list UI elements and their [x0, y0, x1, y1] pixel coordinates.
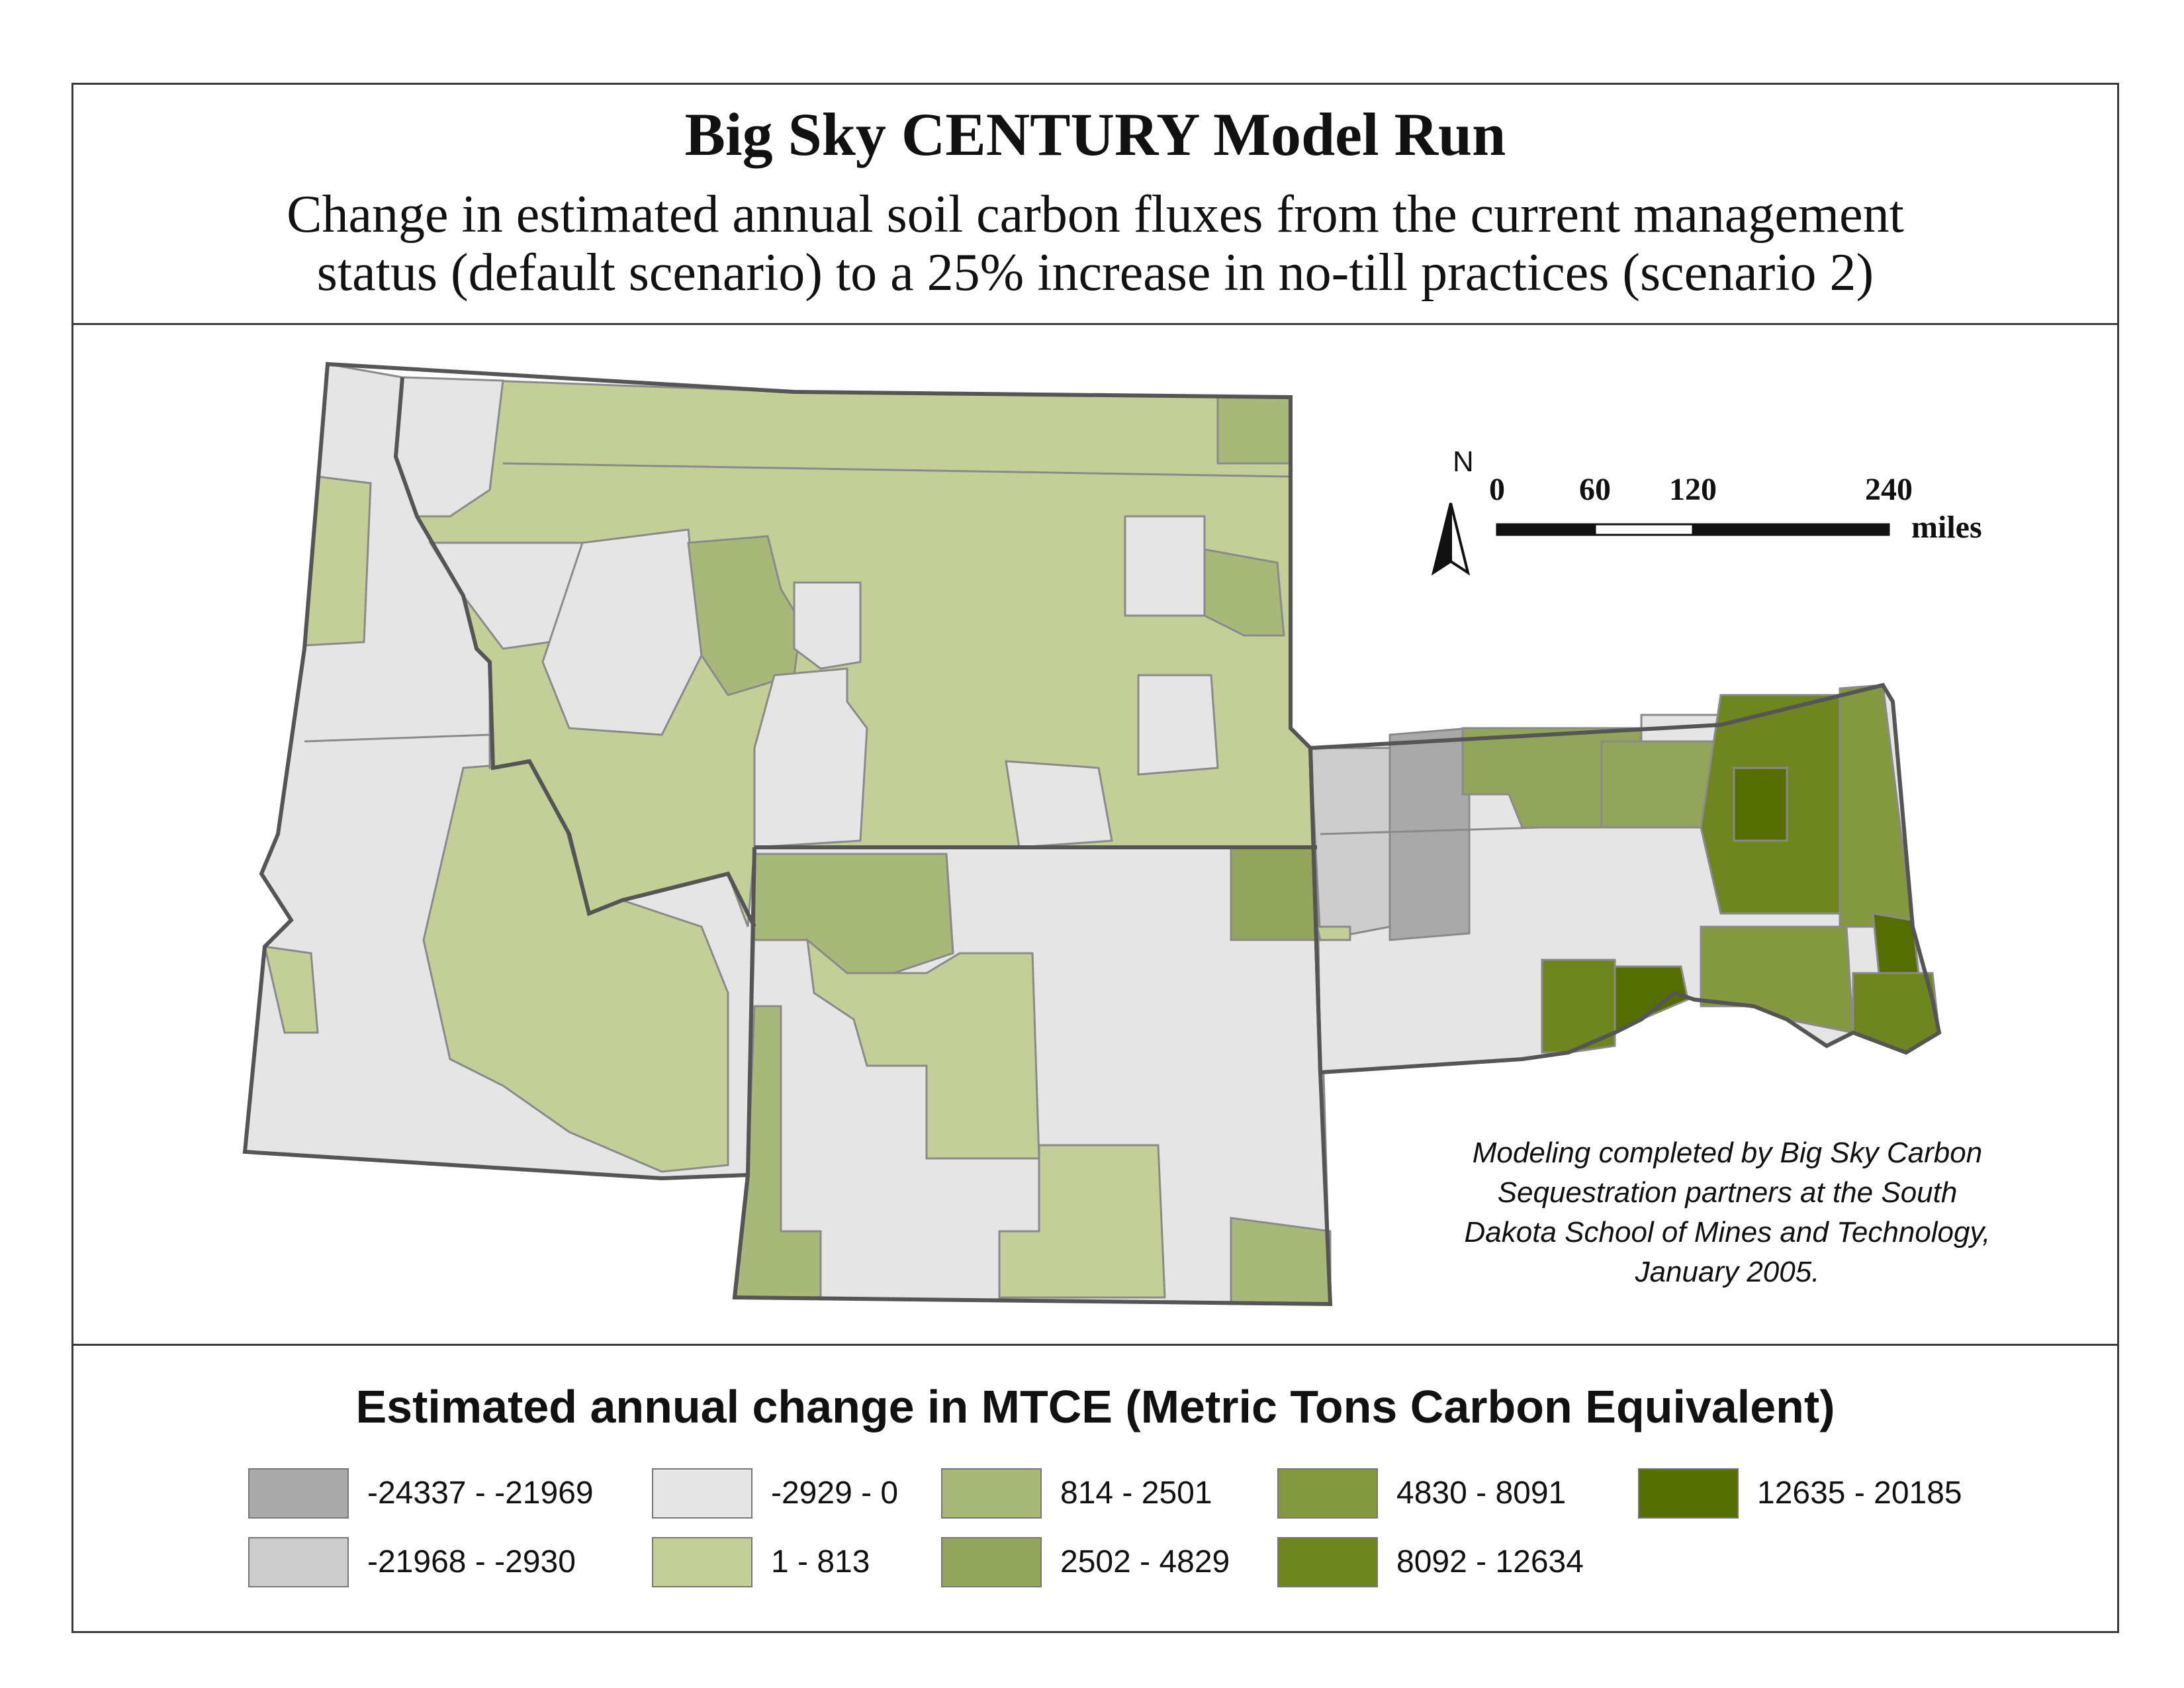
legend-swatch-3 — [652, 1468, 752, 1519]
scale-unit: miles — [1911, 510, 1982, 545]
north-arrow-right-half — [1431, 502, 1452, 576]
map-subtitle-line-2: status (default scenario) to a 25% incre… — [316, 244, 1874, 302]
state-south-dakota — [1309, 684, 1940, 1074]
state-montana — [394, 376, 1318, 927]
credit-line-2: Sequestration partners at the South — [1497, 1176, 1958, 1209]
legend-label-6: 2502 - 4829 — [1060, 1544, 1230, 1579]
legend-swatch-6 — [941, 1537, 1042, 1587]
legend-title: Estimated annual change in MTCE (Metric … — [355, 1381, 1835, 1432]
credit-line-1: Modeling completed by Big Sky Carbon — [1472, 1137, 1983, 1169]
map-subtitle-line-1: Change in estimated annual soil carbon f… — [287, 185, 1904, 244]
legend-label-5: 814 - 2501 — [1060, 1476, 1212, 1511]
legend-label-9: 12635 - 20185 — [1757, 1476, 1962, 1511]
legend-label-4: 1 - 813 — [771, 1544, 870, 1579]
legend-label-1: -24337 - -21969 — [367, 1476, 594, 1511]
legend-divider — [71, 1344, 2119, 1346]
scale-tick-240: 240 — [1865, 472, 1913, 507]
map-title: Big Sky CENTURY Model Run — [684, 101, 1506, 168]
scale-tick-0: 0 — [1489, 472, 1505, 507]
scale-bar: 0 60 120 240 miles — [1489, 472, 1982, 545]
north-label: N — [1453, 445, 1474, 478]
scale-tick-120: 120 — [1669, 472, 1717, 507]
north-arrow-left-half — [1449, 502, 1471, 576]
state-boundaries — [242, 361, 1942, 1307]
header-divider — [71, 323, 2119, 325]
scale-bar-segment-3 — [1692, 523, 1890, 536]
legend-swatch-5 — [941, 1468, 1042, 1519]
credit-line-3: Dakota School of Mines and Technology, — [1464, 1216, 1991, 1248]
legend-swatch-8 — [1277, 1537, 1378, 1587]
map-frame — [71, 83, 2119, 1633]
legend-swatch-9 — [1638, 1468, 1739, 1519]
legend-label-7: 4830 - 8091 — [1396, 1476, 1567, 1511]
legend-label-3: -2929 - 0 — [771, 1476, 899, 1511]
scale-bar-segment-2 — [1594, 523, 1694, 536]
legend-label-8: 8092 - 12634 — [1396, 1544, 1584, 1579]
state-wyoming — [733, 846, 1332, 1305]
legend-label-2: -21968 - -2930 — [367, 1544, 576, 1579]
scale-bar-segment-1 — [1496, 523, 1596, 536]
legend-swatch-7 — [1277, 1468, 1378, 1519]
legend-swatch-1 — [248, 1468, 349, 1519]
legend-swatch-2 — [248, 1537, 349, 1587]
north-arrow: N — [1431, 445, 1474, 576]
legend-swatch-4 — [652, 1537, 752, 1587]
credit-line-4: January 2005. — [1635, 1256, 1820, 1288]
scale-tick-60: 60 — [1579, 472, 1611, 507]
